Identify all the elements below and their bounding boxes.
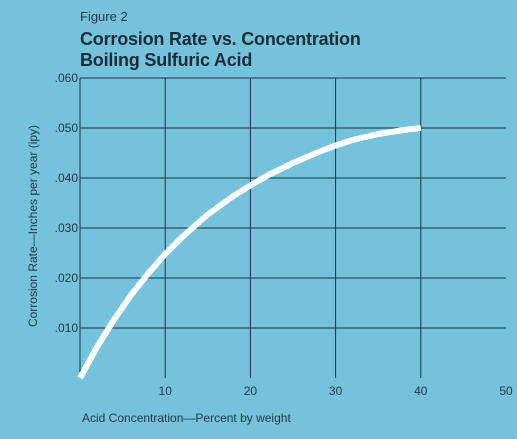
x-tick-label: 50 xyxy=(499,384,513,398)
y-tick-label: .010 xyxy=(55,321,79,335)
y-tick-label: .060 xyxy=(55,71,79,85)
x-tick-label: 40 xyxy=(414,384,428,398)
x-axis-label: Acid Concentration—Percent by weight xyxy=(82,411,291,425)
y-tick-label: .040 xyxy=(55,171,79,185)
chart-title-line-1: Corrosion Rate vs. Concentration xyxy=(80,29,361,49)
series-line xyxy=(77,125,422,380)
chart-title-line-2: Boiling Sulfuric Acid xyxy=(80,50,253,70)
y-tick-label: .020 xyxy=(55,271,79,285)
figure-label: Figure 2 xyxy=(80,9,128,24)
x-tick-label: 10 xyxy=(159,384,173,398)
y-tick-label: .030 xyxy=(55,221,79,235)
x-tick-label: 20 xyxy=(244,384,258,398)
x-tick-label: 30 xyxy=(329,384,343,398)
y-tick-label: .050 xyxy=(55,121,79,135)
